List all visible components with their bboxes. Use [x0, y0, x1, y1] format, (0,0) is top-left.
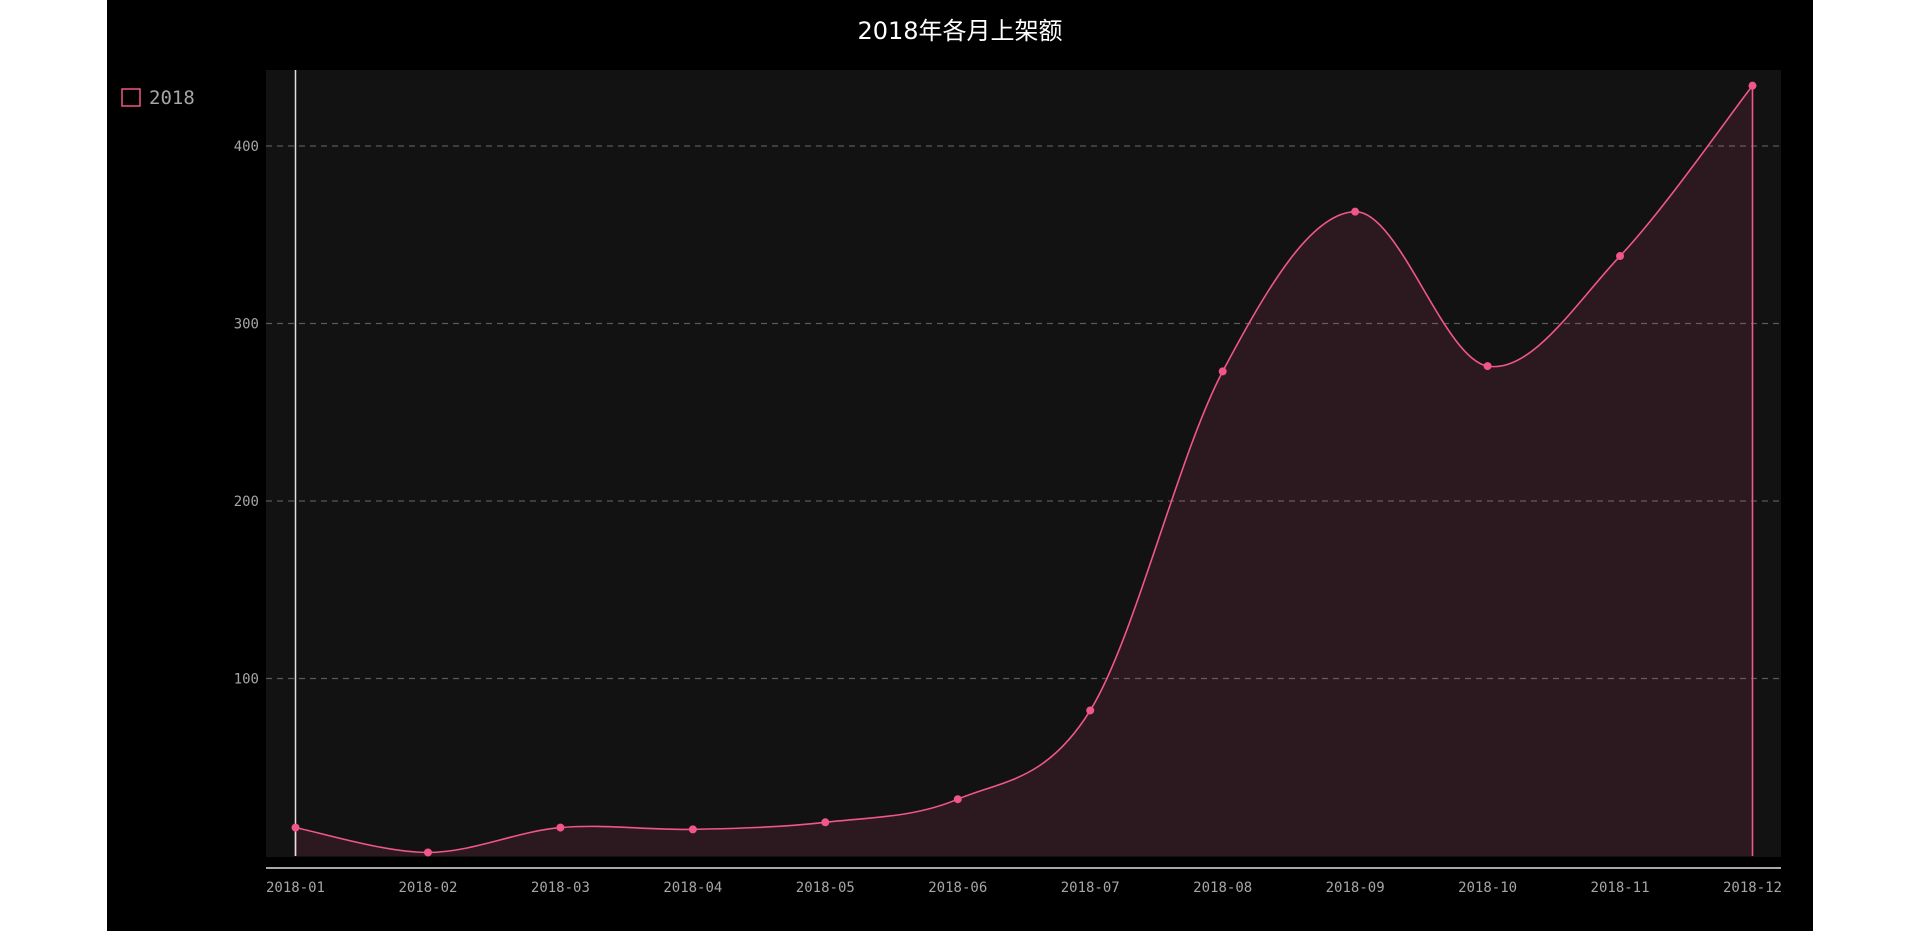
- data-point-2018-07[interactable]: [1086, 706, 1095, 715]
- data-point-2018-10[interactable]: [1483, 362, 1492, 371]
- x-tick-label-2018-03: 2018-03: [531, 880, 590, 896]
- x-tick-label-2018-11: 2018-11: [1591, 880, 1650, 896]
- y-tick-label-400: 400: [234, 139, 259, 155]
- data-point-2018-03[interactable]: [556, 823, 565, 832]
- y-tick-label-200: 200: [234, 494, 259, 510]
- data-point-2018-04[interactable]: [688, 825, 697, 834]
- x-tick-label-2018-07: 2018-07: [1061, 880, 1120, 896]
- x-tick-label-2018-06: 2018-06: [928, 880, 987, 896]
- data-point-2018-12[interactable]: [1748, 81, 1757, 90]
- y-tick-label-100: 100: [234, 672, 259, 688]
- series-layer: [291, 70, 1757, 857]
- data-point-2018-05[interactable]: [821, 818, 830, 827]
- y-axis-ticks: 100 200 300 400: [234, 139, 259, 688]
- x-tick-label-2018-05: 2018-05: [796, 880, 855, 896]
- data-point-2018-09[interactable]: [1351, 207, 1360, 216]
- data-point-2018-01[interactable]: [291, 823, 300, 832]
- x-tick-label-2018-12: 2018-12: [1723, 880, 1782, 896]
- data-point-2018-08[interactable]: [1218, 367, 1227, 376]
- plot-area: [266, 70, 1781, 857]
- x-tick-label-2018-08: 2018-08: [1193, 880, 1252, 896]
- x-tick-label-2018-04: 2018-04: [663, 880, 722, 896]
- x-axis-ticks: 2018-01 2018-02 2018-03 2018-04 2018-05 2018-…: [266, 880, 1782, 896]
- chart-title: 2018年各月上架额: [857, 17, 1062, 45]
- series-line-2018: [295, 85, 1754, 854]
- x-tick-label-2018-09: 2018-09: [1326, 880, 1385, 896]
- y-tick-label-300: 300: [234, 317, 259, 333]
- data-point-2018-02[interactable]: [423, 848, 432, 857]
- data-point-2018-11[interactable]: [1616, 252, 1625, 261]
- legend-label[interactable]: 2018: [149, 87, 195, 109]
- legend[interactable]: 2018: [121, 87, 195, 109]
- x-tick-label-2018-01: 2018-01: [266, 880, 325, 896]
- x-tick-label-2018-10: 2018-10: [1458, 880, 1517, 896]
- x-tick-label-2018-02: 2018-02: [398, 880, 457, 896]
- data-point-2018-06[interactable]: [953, 795, 962, 804]
- legend-swatch[interactable]: [121, 88, 141, 107]
- series-area-2018: [295, 85, 1753, 856]
